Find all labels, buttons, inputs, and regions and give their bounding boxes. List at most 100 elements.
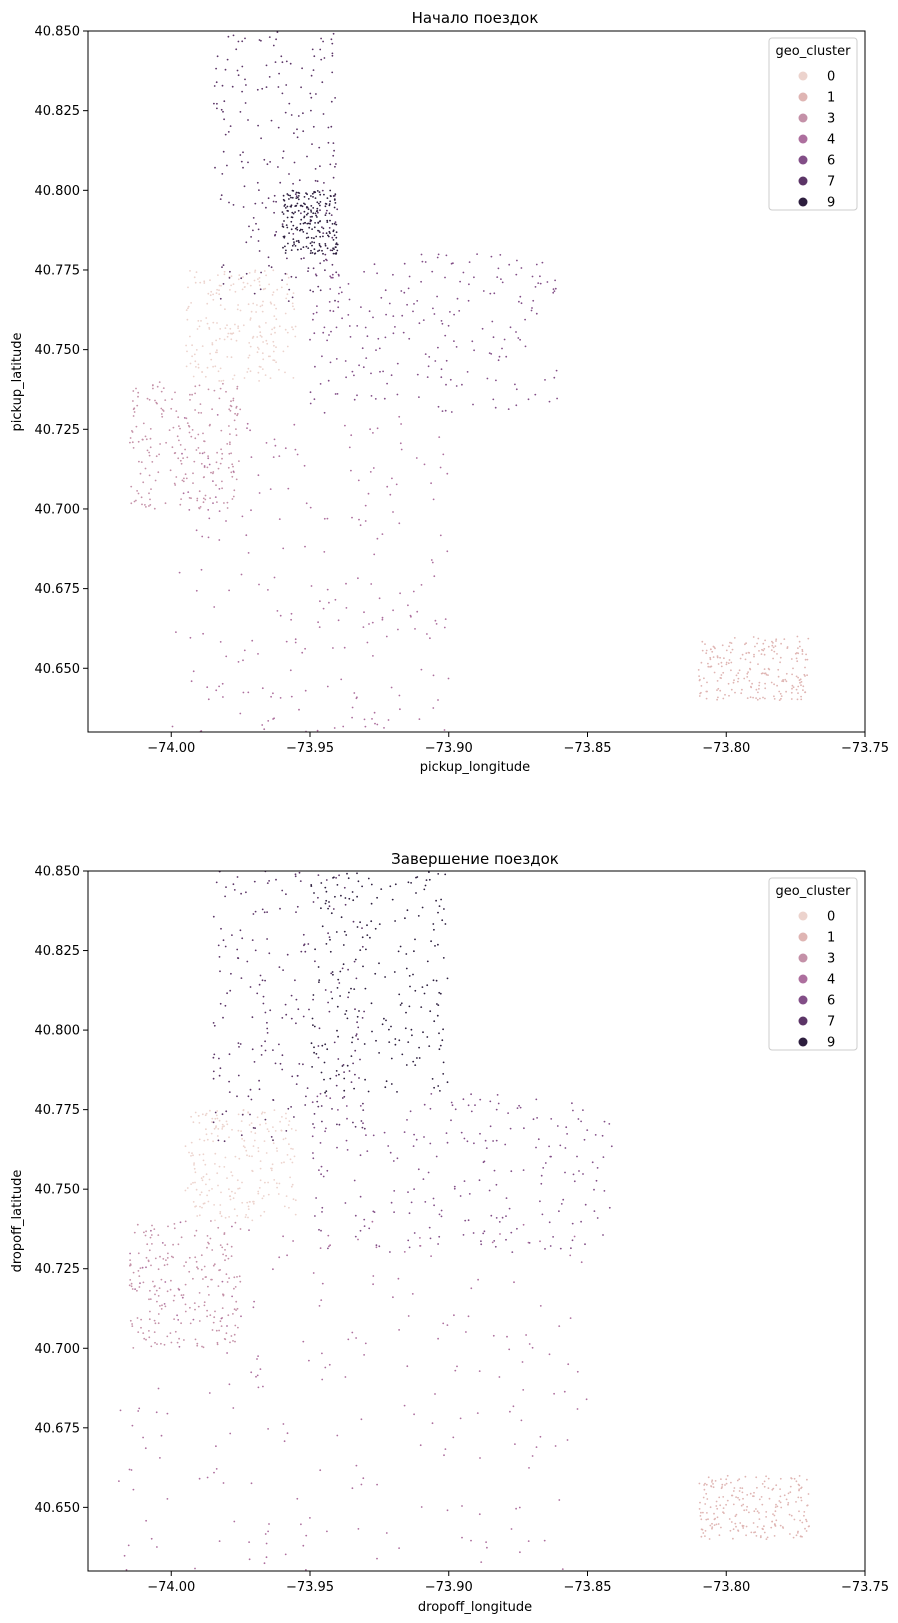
point-cluster-4	[127, 1544, 130, 1547]
point-cluster-9	[363, 1043, 366, 1045]
legend-box	[768, 37, 858, 211]
point-cluster-7	[281, 223, 284, 226]
point-cluster-7	[304, 1104, 307, 1106]
point-cluster-7	[357, 1038, 359, 1041]
point-cluster-0	[258, 325, 261, 328]
point-cluster-6	[535, 1146, 537, 1149]
point-cluster-6	[344, 1202, 347, 1204]
point-cluster-9	[317, 221, 320, 224]
point-cluster-4	[398, 1329, 400, 1331]
point-cluster-4	[175, 631, 177, 633]
point-cluster-0	[263, 1140, 266, 1142]
point-cluster-4	[258, 492, 261, 494]
point-cluster-9	[401, 1053, 404, 1056]
point-cluster-3	[235, 1300, 238, 1303]
point-cluster-6	[396, 393, 399, 396]
point-cluster-4	[390, 686, 393, 689]
point-cluster-7	[231, 85, 234, 88]
point-cluster-1	[756, 698, 759, 701]
point-cluster-3	[198, 1320, 201, 1322]
point-cluster-0	[192, 1121, 195, 1124]
point-cluster-4	[443, 1454, 445, 1457]
point-cluster-3	[149, 1298, 152, 1300]
point-cluster-7	[333, 1041, 336, 1044]
point-cluster-7	[322, 40, 324, 43]
point-cluster-4	[372, 432, 374, 434]
point-cluster-7	[350, 1081, 353, 1083]
point-cluster-4	[287, 487, 290, 490]
point-cluster-1	[752, 696, 754, 699]
point-cluster-1	[700, 1535, 703, 1538]
point-cluster-4	[269, 488, 272, 490]
point-cluster-6	[450, 1119, 452, 1122]
point-cluster-3	[234, 1324, 237, 1327]
point-cluster-6	[522, 1169, 525, 1171]
point-cluster-9	[422, 1031, 424, 1034]
point-cluster-9	[434, 945, 436, 947]
point-cluster-6	[315, 311, 318, 314]
point-cluster-0	[292, 328, 294, 331]
point-cluster-9	[432, 979, 435, 982]
point-cluster-3	[172, 1243, 175, 1246]
point-cluster-9	[376, 896, 378, 899]
point-cluster-3	[170, 1341, 173, 1344]
point-cluster-7	[331, 54, 334, 57]
point-cluster-6	[328, 301, 331, 303]
point-cluster-4	[296, 1497, 299, 1500]
point-cluster-7	[284, 111, 287, 114]
point-cluster-7	[265, 64, 268, 67]
point-cluster-0	[218, 1119, 221, 1122]
point-cluster-3	[194, 409, 197, 411]
point-cluster-7	[312, 290, 314, 293]
point-cluster-4	[316, 729, 319, 732]
point-cluster-4	[145, 1266, 147, 1269]
point-cluster-3	[157, 1234, 160, 1236]
point-cluster-6	[571, 1222, 574, 1225]
point-cluster-9	[409, 985, 411, 988]
point-cluster-6	[361, 347, 364, 350]
point-cluster-4	[278, 518, 281, 520]
point-cluster-0	[189, 335, 191, 338]
point-cluster-0	[264, 1181, 266, 1184]
point-cluster-1	[756, 1526, 759, 1528]
point-cluster-0	[197, 363, 200, 366]
point-cluster-6	[492, 1140, 494, 1142]
point-cluster-4	[351, 1487, 354, 1490]
point-cluster-3	[220, 429, 223, 432]
point-cluster-0	[228, 1216, 231, 1218]
point-cluster-0	[207, 292, 210, 295]
point-cluster-0	[263, 1210, 266, 1213]
point-cluster-6	[496, 1094, 499, 1096]
point-cluster-6	[536, 1117, 538, 1119]
point-cluster-4	[273, 438, 276, 441]
point-cluster-6	[432, 1197, 435, 1200]
point-cluster-9	[390, 1083, 393, 1085]
point-cluster-7	[228, 1080, 231, 1083]
point-cluster-6	[463, 1180, 466, 1182]
point-cluster-4	[403, 1251, 406, 1253]
point-cluster-0	[217, 370, 220, 373]
point-cluster-0	[219, 1204, 222, 1206]
point-cluster-9	[310, 195, 312, 197]
point-cluster-9	[350, 1055, 353, 1057]
point-cluster-9	[290, 204, 293, 207]
point-cluster-9	[348, 991, 350, 994]
x-tick-label: −73.90	[425, 741, 473, 756]
point-cluster-1	[792, 667, 794, 670]
point-cluster-7	[224, 133, 227, 136]
point-cluster-7	[288, 102, 291, 105]
point-cluster-0	[237, 1129, 240, 1132]
point-cluster-1	[700, 1518, 703, 1521]
point-cluster-7	[215, 67, 218, 70]
point-cluster-7	[317, 1105, 320, 1108]
point-cluster-4	[432, 674, 435, 677]
point-cluster-1	[774, 645, 777, 647]
point-cluster-4	[132, 1488, 135, 1491]
point-cluster-4	[144, 1447, 147, 1450]
point-cluster-7	[335, 877, 337, 879]
point-cluster-3	[161, 415, 164, 418]
point-cluster-7	[266, 911, 268, 913]
point-cluster-0	[200, 1191, 203, 1194]
point-cluster-9	[297, 195, 300, 197]
point-cluster-1	[798, 640, 801, 643]
